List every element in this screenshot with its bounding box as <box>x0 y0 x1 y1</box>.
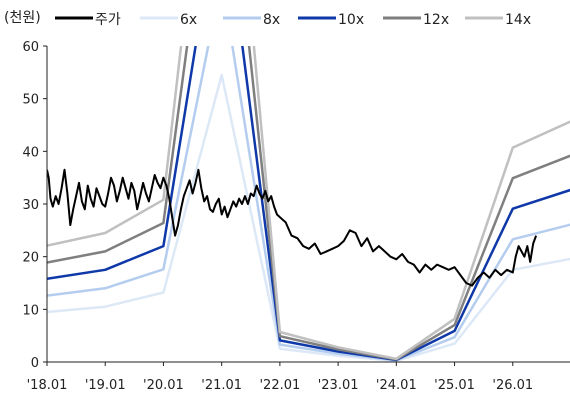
legend-label-14x: 14x <box>505 12 531 28</box>
price-line-group <box>47 168 538 287</box>
x-tick-label: '18.01 <box>27 378 68 393</box>
legend-label-8x: 8x <box>263 12 280 28</box>
legend: 주가 6x 8x 10x 12x 14x <box>55 12 531 28</box>
legend-label-12x: 12x <box>423 12 449 28</box>
y-tick-label: 0 <box>31 356 39 371</box>
x-tick-label: '19.01 <box>85 378 126 393</box>
band-line-10x <box>47 46 570 362</box>
y-tick-label: 20 <box>22 251 39 266</box>
legend-label-10x: 10x <box>338 12 364 28</box>
y-tick-label: 50 <box>22 93 39 108</box>
price-line <box>47 168 538 287</box>
y-axis-unit-label: (천원) <box>4 10 41 26</box>
x-axis: '18.01 '19.01 '20.01 '21.01 '22.01 '23.01 '24.… <box>27 362 533 393</box>
band-line-12x <box>47 46 570 361</box>
band-lines <box>47 46 570 362</box>
x-tick-label: '24.01 <box>376 378 417 393</box>
x-tick-label: '23.01 <box>318 378 359 393</box>
y-axis: 0 10 20 30 40 50 60 <box>22 40 47 371</box>
y-tick-label: 60 <box>22 40 39 55</box>
y-tick-label: 40 <box>22 145 39 160</box>
band-line-14x <box>47 46 570 361</box>
legend-label-주가: 주가 <box>95 12 121 28</box>
band-line-6x <box>47 73 570 362</box>
x-tick-label: '22.01 <box>259 378 300 393</box>
x-tick-label: '21.01 <box>201 378 242 393</box>
y-tick-label: 10 <box>22 303 39 318</box>
band-line-8x <box>47 46 570 362</box>
x-tick-label: '25.01 <box>434 378 475 393</box>
x-tick-label: '20.01 <box>143 378 184 393</box>
y-tick-label: 30 <box>22 198 39 213</box>
x-tick-label: '26.01 <box>492 378 533 393</box>
legend-label-6x: 6x <box>180 12 197 28</box>
